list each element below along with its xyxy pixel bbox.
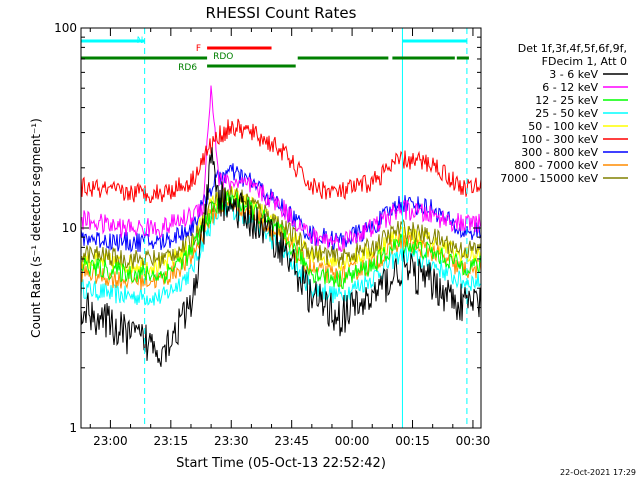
saa-bar-label-1: RD6	[178, 63, 197, 73]
legend-label-4: 50 - 100 keV	[528, 120, 598, 133]
x-tick-label-2: 23:30	[214, 434, 249, 448]
series-line-1	[80, 85, 482, 253]
footer-timestamp: 22-Oct-2021 17:29	[560, 468, 636, 477]
legend-label-2: 12 - 25 keV	[535, 94, 598, 107]
x-axis-label: Start Time (05-Oct-13 22:52:42)	[176, 456, 386, 471]
x-tick-label-3: 23:45	[274, 434, 309, 448]
series-line-0	[80, 147, 482, 367]
legend-label-1: 6 - 12 keV	[542, 81, 598, 94]
legend-label-3: 25 - 50 keV	[535, 107, 598, 120]
x-tick-label-0: 23:00	[93, 434, 128, 448]
chart-title: RHESSI Count Rates	[206, 4, 357, 22]
y-tick-label-2: 100	[54, 21, 77, 35]
x-tick-label-4: 00:00	[335, 434, 370, 448]
legend-label-7: 800 - 7000 keV	[514, 159, 598, 172]
legend: Det 1f,3f,4f,5f,6f,9f, FDecim 1, Att 0 3…	[500, 42, 628, 185]
flare-bar-label-0: F	[196, 44, 201, 54]
legend-label-8: 7000 - 15000 keV	[500, 172, 598, 185]
legend-label-6: 300 - 800 keV	[521, 146, 598, 159]
rdo-label: RDO	[213, 52, 233, 62]
y-tick-label-1: 10	[62, 221, 77, 235]
legend-header-line-1: Det 1f,3f,4f,5f,6f,9f,	[518, 42, 627, 55]
y-axis-label: Count Rate (s⁻¹ detector segment⁻¹)	[29, 118, 43, 338]
x-tick-label-5: 00:15	[395, 434, 430, 448]
x-tick-label-6: 00:30	[456, 434, 491, 448]
series-line-5	[80, 118, 482, 204]
legend-label-0: 3 - 6 keV	[549, 68, 598, 81]
x-tick-label-1: 23:15	[154, 434, 189, 448]
legend-label-5: 100 - 300 keV	[521, 133, 598, 146]
y-tick-label-0: 1	[69, 421, 77, 435]
night-bar-label-0: N	[137, 36, 144, 46]
axes-layer: 23:00 23:15 23:30 23:45 00:00 00:15 00:30 1 10 10…	[54, 21, 490, 448]
data-layer	[80, 85, 482, 367]
legend-header-line-2: FDecim 1, Att 0	[542, 55, 627, 68]
series-line-2	[80, 191, 482, 290]
